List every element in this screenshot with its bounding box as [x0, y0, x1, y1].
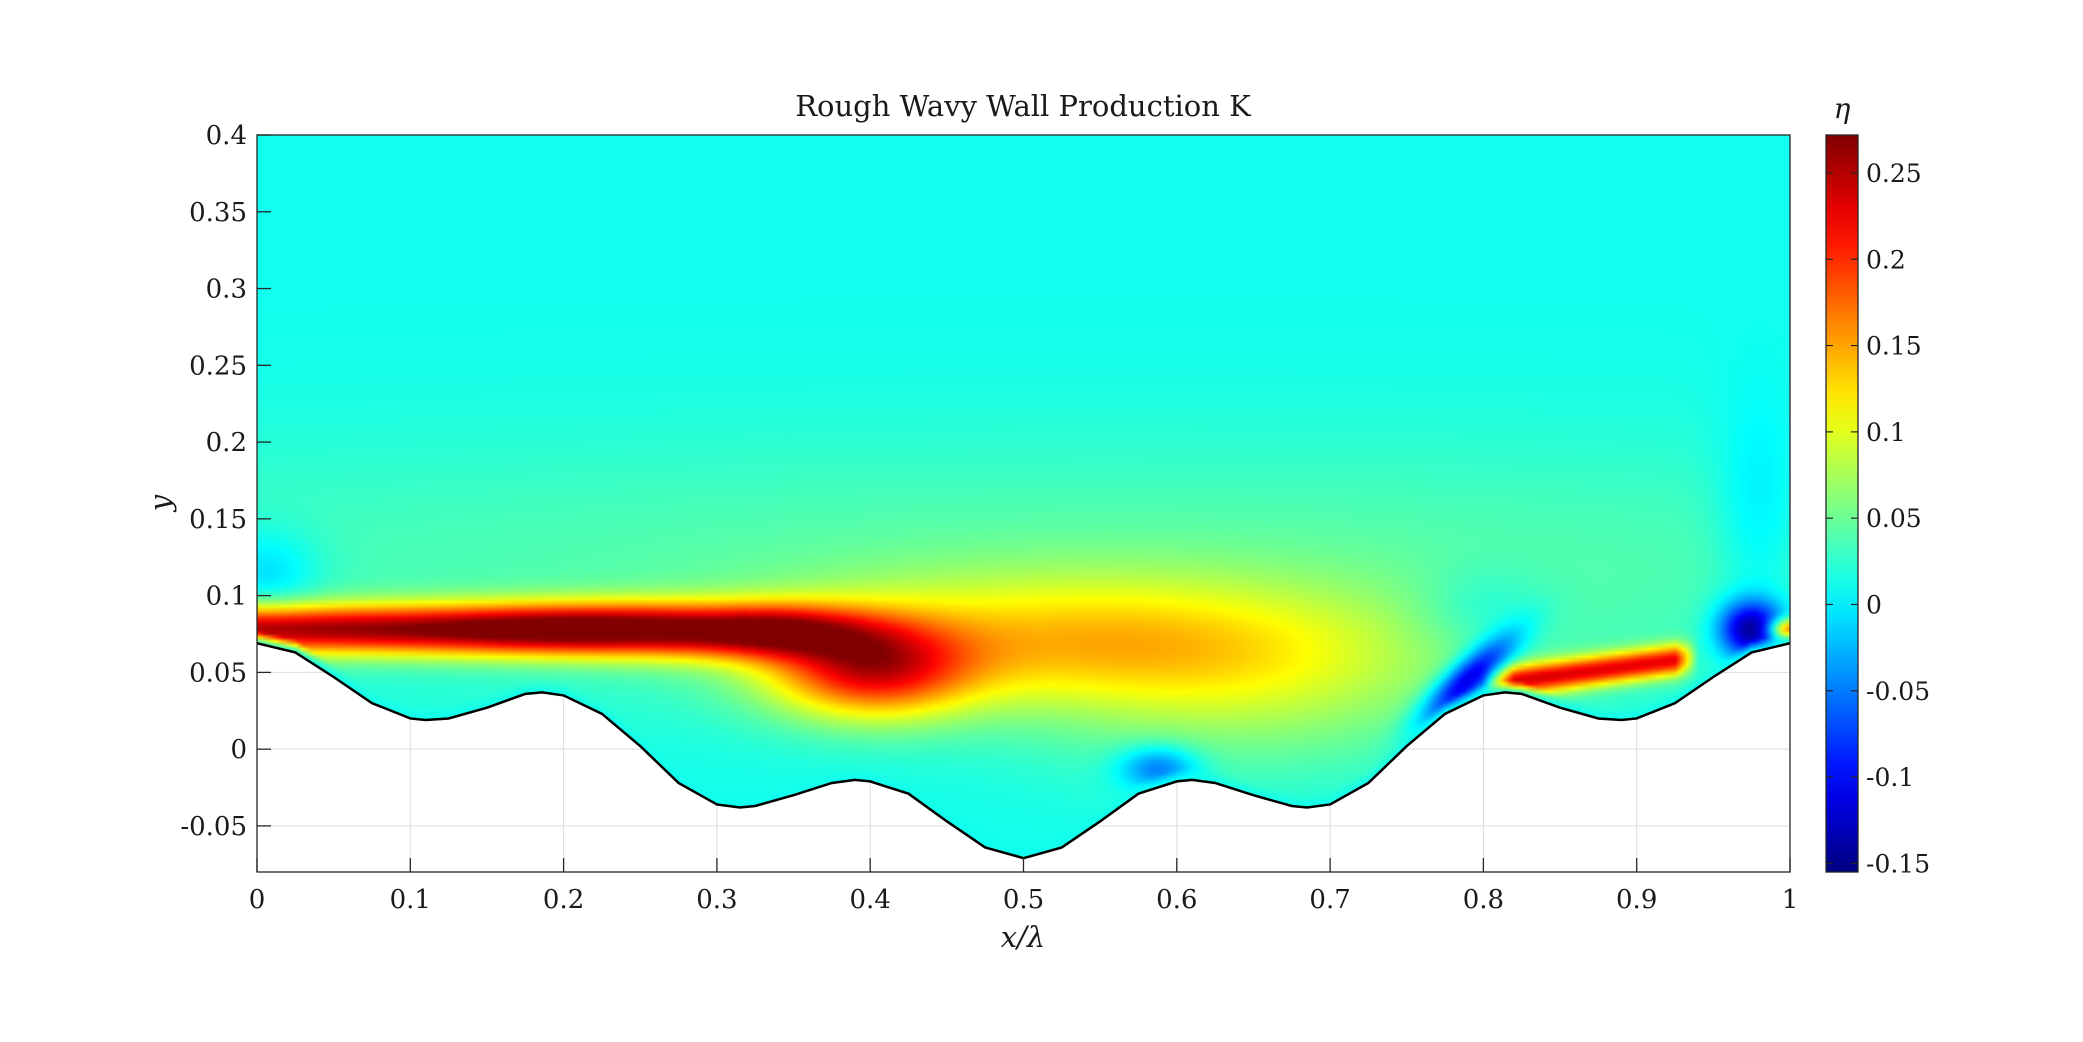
- colorbar-tick-label: 0.05: [1866, 504, 1922, 533]
- y-tick-label: -0.05: [180, 812, 247, 842]
- colorbar-tick-label: -0.05: [1866, 677, 1930, 706]
- y-tick-label: 0: [230, 735, 247, 765]
- colorbar-tick-label: -0.15: [1866, 849, 1930, 878]
- colorbar-label: η: [1834, 92, 1851, 125]
- x-tick-label: 0.5: [1003, 885, 1044, 915]
- y-axis-ticks: -0.05 0 0.05 0.1 0.15 0.2 0.25 0.3 0.35 0.4: [180, 121, 271, 842]
- y-tick-label: 0.2: [206, 428, 247, 458]
- x-tick-label: 0.9: [1616, 885, 1657, 915]
- x-tick-label: 1: [1782, 885, 1799, 915]
- colorbar-gradient-bar: [1826, 135, 1858, 872]
- x-tick-label: 0.3: [696, 885, 737, 915]
- x-tick-label: 0.6: [1156, 885, 1197, 915]
- x-tick-label: 0.8: [1463, 885, 1504, 915]
- colorbar-tick-label: 0.1: [1866, 418, 1906, 447]
- colorbar-tick-label: 0.25: [1866, 159, 1922, 188]
- colorbar-frame: [1825, 134, 1859, 873]
- colorbar-tick-label: 0.2: [1866, 245, 1906, 274]
- x-tick-label: 0.4: [850, 885, 891, 915]
- colorbar-tick-label: -0.1: [1866, 763, 1914, 792]
- x-tick-label: 0.7: [1309, 885, 1350, 915]
- y-tick-label: 0.35: [189, 198, 247, 228]
- y-tick-label: 0.25: [189, 351, 247, 381]
- x-tick-label: 0: [249, 885, 266, 915]
- y-tick-label: 0.05: [189, 658, 247, 688]
- colorbar-tick-label: 0: [1866, 590, 1882, 619]
- y-tick-label: 0.15: [189, 505, 247, 535]
- x-axis-ticks: 0 0.1 0.2 0.3 0.4 0.5 0.6 0.7 0.8 0.9 1: [249, 858, 1799, 915]
- y-tick-label: 0.4: [206, 121, 247, 151]
- colorbar: -0.15 -0.1 -0.05 0 0.05 0.1 0.15 0.2 0.25 η: [1825, 92, 1930, 878]
- x-tick-label: 0.1: [390, 885, 431, 915]
- colorbar-tick-label: 0.15: [1866, 332, 1922, 361]
- chart-title: Rough Wavy Wall Production K: [795, 89, 1252, 123]
- colorbar-ticks: -0.15 -0.1 -0.05 0 0.05 0.1 0.15 0.2 0.25: [1826, 159, 1930, 878]
- x-axis-label: x/λ: [1001, 920, 1046, 954]
- x-tick-label: 0.2: [543, 885, 584, 915]
- plot-area: [256, 134, 1791, 873]
- y-axis-label: y: [143, 494, 177, 513]
- y-tick-label: 0.1: [206, 582, 247, 612]
- y-tick-label: 0.3: [206, 275, 247, 305]
